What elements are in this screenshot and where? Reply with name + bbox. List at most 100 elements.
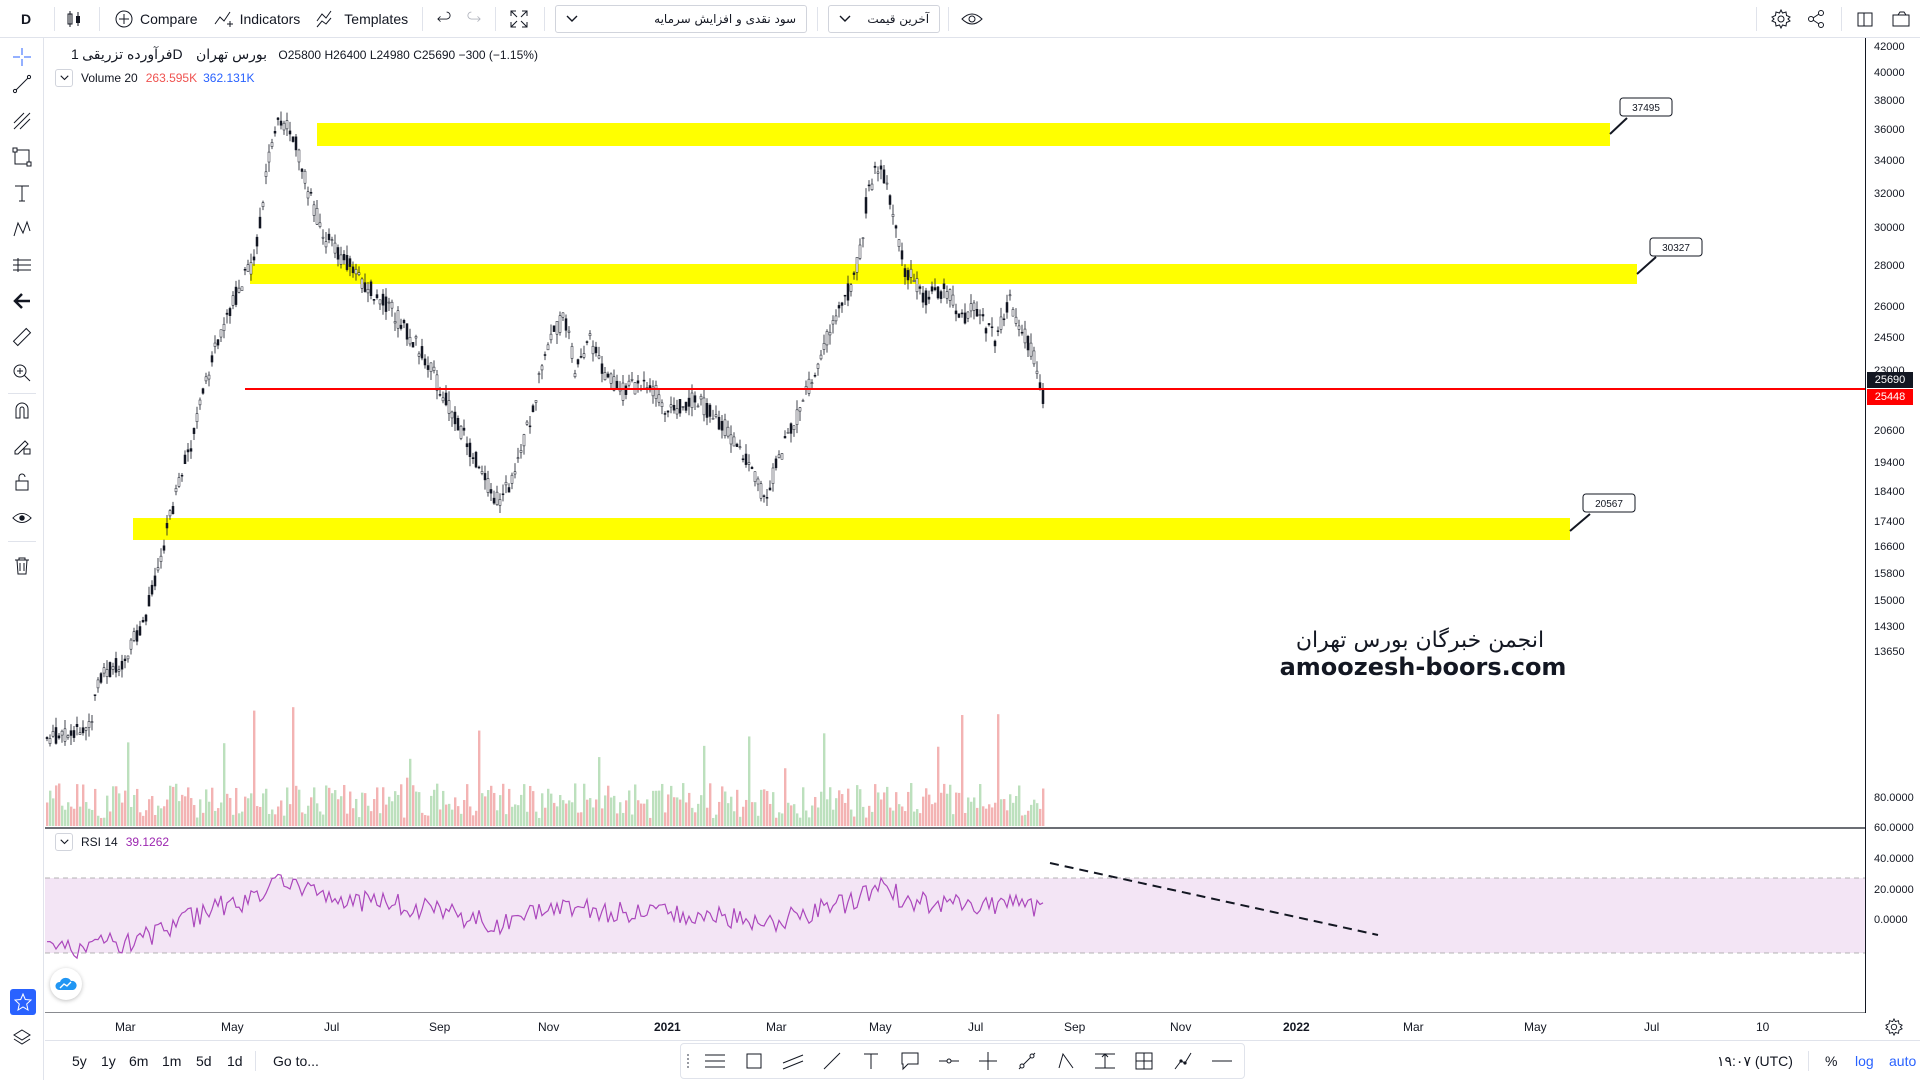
- ray-tool[interactable]: [1007, 1044, 1046, 1078]
- screenshot-button[interactable]: [1884, 0, 1920, 38]
- tradingview-logo[interactable]: [50, 968, 82, 1000]
- rectangle-tool[interactable]: [734, 1044, 773, 1078]
- undo-button[interactable]: [429, 0, 459, 38]
- compare-button[interactable]: Compare: [106, 0, 206, 38]
- range-1m[interactable]: 1m: [162, 1053, 182, 1069]
- percent-toggle[interactable]: %: [1825, 1053, 1838, 1069]
- time-axis-label: Nov: [1170, 1020, 1192, 1034]
- share-button[interactable]: [1799, 0, 1835, 38]
- chart-area[interactable]: 37495 30327 20567 انجمن خبرگان بورس تهرا…: [45, 38, 1920, 1037]
- templates-button[interactable]: Templates: [308, 0, 416, 38]
- patterns-tool[interactable]: [10, 217, 34, 241]
- fullscreen-button[interactable]: [502, 0, 538, 38]
- volume-bar: [889, 807, 892, 826]
- shapes-tool[interactable]: [10, 145, 34, 169]
- time-axis[interactable]: Mar May Jul Sep Nov 2021 Mar May Jul Sep Nov 2022 Ma…: [45, 1013, 1865, 1039]
- candle-body: [396, 310, 400, 329]
- candle-body: [198, 399, 202, 406]
- goto-button[interactable]: Go to...: [273, 1053, 319, 1069]
- log-toggle[interactable]: log: [1855, 1053, 1874, 1069]
- redo-button[interactable]: [459, 0, 489, 38]
- back-tool[interactable]: [10, 289, 34, 313]
- candle-body: [210, 355, 214, 363]
- symbol-name[interactable]: فرآورده تزریقی: [82, 46, 173, 62]
- range-5y[interactable]: 5y: [72, 1053, 87, 1069]
- auto-toggle[interactable]: auto: [1889, 1053, 1917, 1069]
- volume-bar: [220, 802, 223, 826]
- candle-body: [735, 443, 739, 447]
- object-tree-tool[interactable]: [10, 1026, 34, 1050]
- candle-body: [174, 488, 178, 493]
- price-range-tool[interactable]: [1085, 1044, 1124, 1078]
- symbol-legend[interactable]: فرآورده تزریقی 1D بورس تهران O25800 H264…: [65, 46, 538, 63]
- volume-bar: [790, 805, 793, 826]
- price-axis[interactable]: 42000 40000 38000 36000 34000 32000 30000 28000…: [1865, 38, 1920, 1013]
- axis-settings-button[interactable]: [1885, 1017, 1903, 1041]
- rsi-legend[interactable]: RSI 14 39.1262: [55, 833, 169, 851]
- trend-line-icon: [823, 1052, 840, 1070]
- favorites-tool[interactable]: [10, 989, 36, 1015]
- channel-tool[interactable]: [773, 1044, 812, 1078]
- volume-bar: [385, 804, 388, 826]
- crosshair-tool[interactable]: [10, 45, 34, 69]
- candle-body: [300, 168, 304, 172]
- candle-body: [240, 286, 244, 291]
- snapshot-button[interactable]: [1848, 0, 1884, 38]
- hide-drawings-tool[interactable]: [10, 506, 34, 530]
- candle-body: [171, 506, 175, 515]
- range-1y[interactable]: 1y: [101, 1053, 116, 1069]
- indicators-button[interactable]: Indicators: [206, 0, 309, 38]
- collapse-button[interactable]: [55, 833, 73, 851]
- collapse-button[interactable]: [55, 69, 73, 87]
- volume-bar: [1021, 815, 1024, 826]
- prediction-tool[interactable]: [10, 253, 34, 277]
- settings-button[interactable]: [1763, 0, 1799, 38]
- lock-tool[interactable]: [10, 470, 34, 494]
- volume-bar: [433, 789, 436, 826]
- fib-tool[interactable]: [10, 109, 34, 133]
- stay-drawing-tool[interactable]: [10, 434, 34, 458]
- candle-body: [867, 184, 871, 187]
- text-tool[interactable]: [851, 1044, 890, 1078]
- range-5d[interactable]: 5d: [196, 1053, 212, 1069]
- chart-style-button[interactable]: [57, 0, 93, 38]
- drag-handle[interactable]: [681, 1044, 695, 1078]
- dividends-dropdown[interactable]: سود نقدی و افزایش سرمایه: [555, 4, 808, 33]
- horizontal-lines-tool[interactable]: [695, 1044, 734, 1078]
- callout-37495[interactable]: 37495: [1609, 97, 1673, 135]
- rsi-axis-label: 0.0000: [1874, 914, 1908, 926]
- range-1d[interactable]: 1d: [227, 1053, 243, 1069]
- triangle-tool[interactable]: [1046, 1044, 1085, 1078]
- path-tool[interactable]: [1163, 1044, 1202, 1078]
- callout-tool[interactable]: [890, 1044, 929, 1078]
- volume-bar: [337, 799, 340, 826]
- volume-bar: [520, 794, 523, 826]
- hide-button[interactable]: [953, 0, 993, 38]
- candle-body: [963, 312, 967, 324]
- trend-line-tool[interactable]: [10, 72, 34, 96]
- clock-time[interactable]: ۱۹:۰۷ (UTC): [1717, 1053, 1793, 1069]
- trend-line-tool[interactable]: [812, 1044, 851, 1078]
- volume-legend[interactable]: Volume 20 263.595K 362.131K: [55, 69, 255, 87]
- text-tool[interactable]: [10, 181, 34, 205]
- price-source-dropdown[interactable]: آخرین قیمت: [828, 4, 941, 33]
- callout-30327[interactable]: 30327: [1636, 237, 1703, 275]
- volume-bar: [592, 807, 595, 826]
- magnet-tool[interactable]: [10, 398, 34, 422]
- candle-body: [357, 272, 361, 275]
- volume-bar: [952, 814, 955, 826]
- horizontal-segment-tool[interactable]: [1202, 1044, 1241, 1078]
- date-price-range-tool[interactable]: [1124, 1044, 1163, 1078]
- measure-tool[interactable]: [10, 325, 34, 349]
- volume-bar: [622, 812, 625, 826]
- remove-tool[interactable]: [10, 554, 34, 578]
- cross-line-tool[interactable]: [968, 1044, 1007, 1078]
- rsi-trendline[interactable]: [1049, 862, 1379, 936]
- interval-button[interactable]: D: [20, 10, 32, 27]
- zoom-tool[interactable]: [10, 361, 34, 385]
- chart-canvas[interactable]: 37495 30327 20567 انجمن خبرگان بورس تهرا…: [45, 38, 1865, 1013]
- horizontal-ray-tool[interactable]: [929, 1044, 968, 1078]
- volume-bar: [160, 808, 163, 826]
- range-6m[interactable]: 6m: [129, 1053, 149, 1069]
- callout-20567[interactable]: 20567: [1569, 493, 1636, 532]
